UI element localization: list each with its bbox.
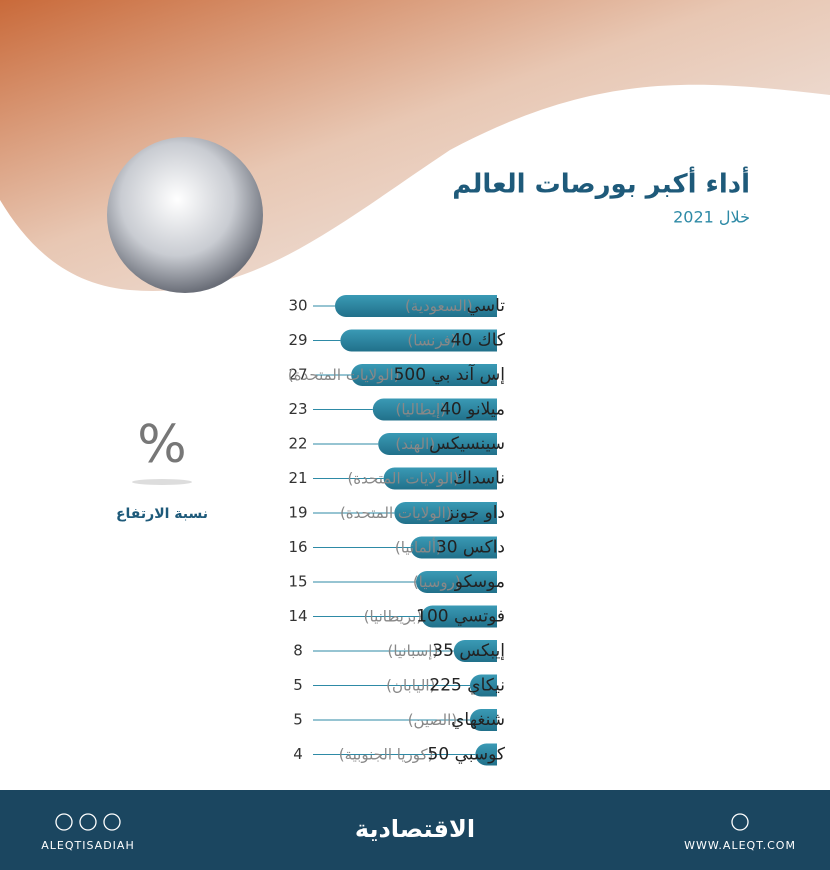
- category-country: (الهند): [395, 435, 435, 453]
- value-label: 4: [293, 745, 303, 763]
- value-axis-label: نسبة الارتفاع: [116, 506, 208, 522]
- bar: [340, 329, 497, 352]
- category-label: فوتسي 100(بريطانيا): [364, 607, 505, 627]
- category-name: فوتسي 100: [416, 607, 505, 627]
- value-label: 23: [288, 400, 307, 418]
- bar: [453, 640, 497, 662]
- value-label: 30: [288, 297, 307, 315]
- globe: [107, 137, 263, 293]
- category-country: (الولايات المتحدة): [340, 504, 452, 522]
- category-country: (الولايات المتحدة): [347, 469, 459, 487]
- category-name: كاك 40: [451, 331, 506, 351]
- bar: [378, 433, 497, 455]
- category-label: إس آند بي 500(الولايات المتحدة): [288, 363, 505, 385]
- category-country: (روسيا): [413, 573, 461, 591]
- value-label: 27: [288, 366, 307, 384]
- bar: [372, 398, 497, 421]
- category-name: كوسبي 50: [428, 745, 506, 765]
- category-label: داكس 30(ألمانيا): [395, 537, 505, 558]
- category-country: (فرنسا): [407, 331, 456, 349]
- category-name: شنغهاي: [451, 710, 505, 730]
- category-label: تاسي(السعودية): [405, 296, 505, 316]
- social-icons: [55, 813, 749, 831]
- category-name: إس آند بي 500: [394, 363, 505, 385]
- category-country: (إيطاليا): [395, 400, 446, 418]
- bar: [410, 536, 497, 559]
- category-label: داو جونز(الولايات المتحدة): [340, 503, 505, 523]
- category-country: (الصين): [408, 711, 457, 729]
- bar: [351, 364, 497, 386]
- value-label: 14: [288, 607, 307, 625]
- value-label: 22: [288, 435, 307, 453]
- unit-symbol: %: [137, 415, 186, 475]
- category-label: ميلانو 40(إيطاليا): [395, 400, 505, 420]
- category-label: شنغهاي(الصين): [408, 710, 505, 730]
- category-country: (السعودية): [405, 297, 473, 315]
- value-label: 29: [288, 331, 307, 349]
- category-name: تاسي: [467, 296, 506, 316]
- category-label: نيكاي 225(اليابان): [386, 676, 505, 696]
- category-name: داكس 30: [436, 538, 505, 558]
- category-label: كوسبي 50(كوريا الجنوبية): [339, 745, 506, 765]
- category-label: موسكو(روسيا): [413, 572, 505, 592]
- footer: [0, 790, 830, 870]
- bar: [394, 502, 497, 524]
- category-name: داو جونز: [445, 503, 505, 523]
- category-country: (كوريا الجنوبية): [339, 745, 434, 763]
- bar: [470, 674, 497, 697]
- bar: [383, 467, 497, 490]
- value-label: 21: [288, 469, 307, 487]
- category-country: (الولايات المتحدة): [288, 366, 400, 384]
- shadow: [132, 479, 192, 485]
- bar: [416, 571, 497, 593]
- footer-handle: ALEQTISADIAH: [41, 839, 134, 852]
- bar: [421, 605, 497, 628]
- bar: [475, 743, 497, 766]
- category-name: موسكو: [454, 572, 505, 592]
- value-label: 16: [288, 538, 307, 556]
- category-country: (ألمانيا): [395, 537, 442, 556]
- footer-brand: الاقتصادية: [355, 815, 475, 843]
- value-label: 5: [293, 711, 303, 729]
- chart-subtitle: خلال 2021: [673, 208, 750, 227]
- category-label: إيبكس 35(إسبانيا): [387, 641, 505, 661]
- category-name: سينسيكس: [429, 434, 505, 454]
- category-name: إيبكس 35: [432, 641, 505, 661]
- value-label: 15: [288, 573, 307, 591]
- bar: [470, 709, 497, 731]
- category-label: ناسداك(الولايات المتحدة): [347, 469, 505, 489]
- category-country: (إسبانيا): [387, 642, 438, 660]
- category-name: ميلانو 40: [440, 400, 505, 420]
- chart-title: أداء أكبر بورصات العالم: [452, 167, 750, 200]
- category-country: (اليابان): [386, 676, 435, 694]
- category-country: (بريطانيا): [364, 607, 422, 625]
- value-label: 8: [293, 642, 303, 660]
- bar: [335, 295, 497, 317]
- category-name: نيكاي 225: [429, 676, 505, 696]
- category-name: ناسداك: [453, 469, 505, 489]
- value-label: 5: [293, 676, 303, 694]
- value-label: 19: [288, 504, 307, 522]
- category-label: سينسيكس(الهند): [395, 434, 505, 454]
- footer-website: WWW.ALEQT.COM: [684, 839, 796, 852]
- category-label: كاك 40(فرنسا): [407, 331, 506, 351]
